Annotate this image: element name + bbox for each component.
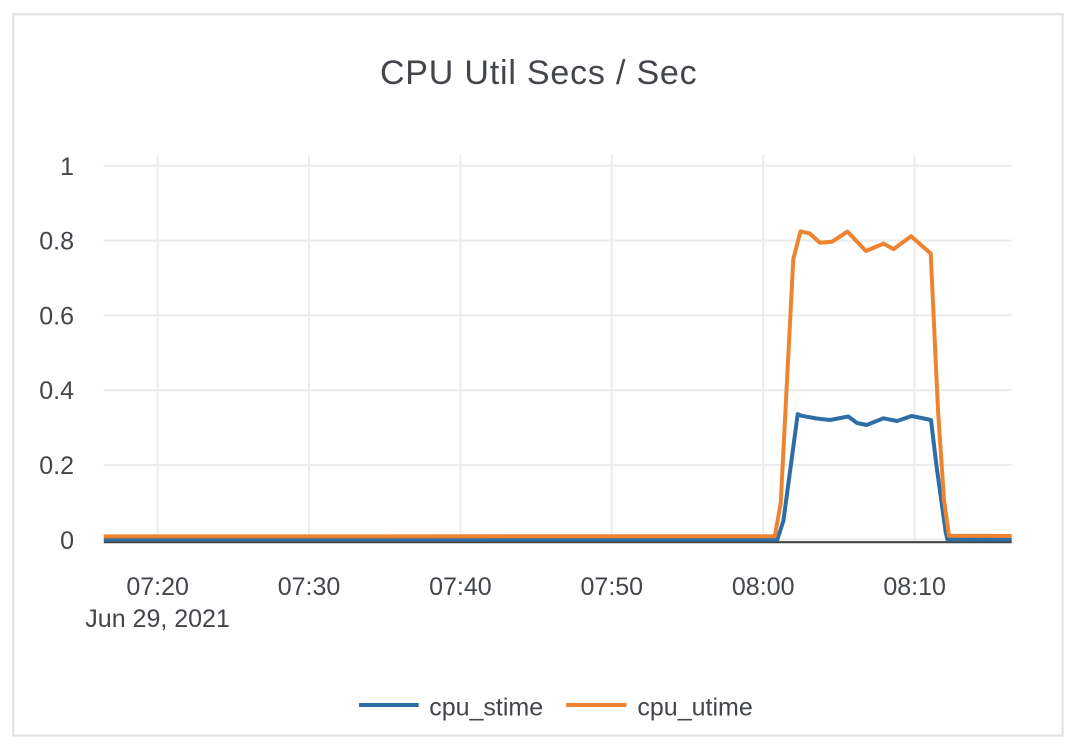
- svg-text:07:50: 07:50: [581, 573, 644, 601]
- svg-text:0.8: 0.8: [39, 228, 74, 256]
- svg-text:cpu_utime: cpu_utime: [637, 694, 752, 722]
- svg-text:0: 0: [60, 527, 74, 555]
- svg-text:08:10: 08:10: [883, 573, 946, 601]
- svg-text:07:20: 07:20: [126, 573, 189, 601]
- svg-text:07:30: 07:30: [278, 573, 341, 601]
- svg-text:08:00: 08:00: [732, 573, 795, 601]
- svg-text:07:40: 07:40: [429, 573, 492, 601]
- svg-text:cpu_stime: cpu_stime: [429, 694, 543, 722]
- svg-text:CPU Util Secs / Sec: CPU Util Secs / Sec: [380, 54, 698, 92]
- svg-text:0.4: 0.4: [39, 377, 74, 405]
- svg-text:1: 1: [60, 153, 74, 181]
- svg-text:0.2: 0.2: [39, 452, 74, 480]
- svg-text:0.6: 0.6: [39, 302, 74, 330]
- svg-text:Jun 29, 2021: Jun 29, 2021: [85, 605, 230, 633]
